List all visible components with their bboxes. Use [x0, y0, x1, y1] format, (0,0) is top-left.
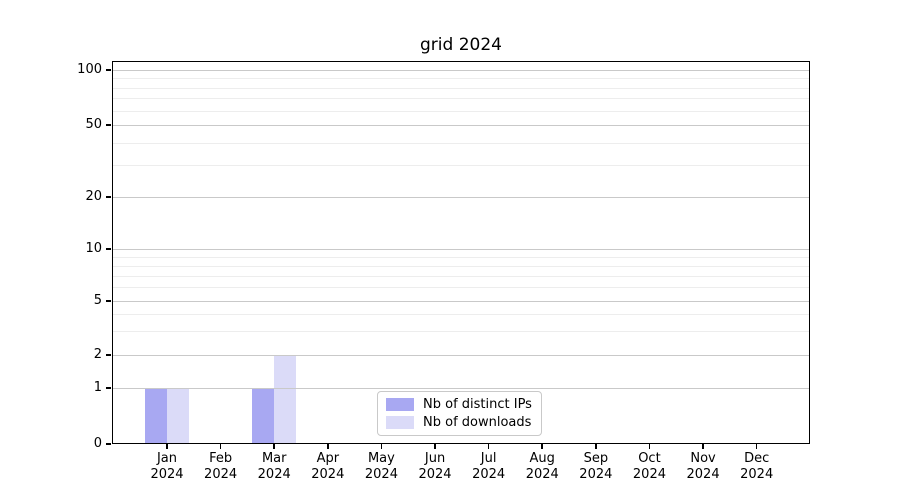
x-tick-aug: [541, 444, 543, 449]
x-tick-label-feb: Feb 2024: [204, 451, 238, 482]
minor-gridline-70: [112, 98, 810, 100]
y-tick-label-5: 5: [93, 292, 102, 308]
x-tick-dec: [755, 444, 758, 449]
y-tick-0: [106, 443, 111, 445]
minor-gridline-60: [112, 110, 810, 112]
minor-gridline-9: [112, 256, 810, 258]
y-tick-label-0: 0: [93, 436, 102, 451]
minor-gridline-3: [112, 331, 810, 333]
major-gridline-1: [112, 388, 810, 389]
y-tick-label-20: 20: [85, 189, 102, 204]
x-tick-label-apr: Apr 2024: [311, 451, 345, 482]
major-gridline-100: [112, 70, 810, 71]
legend-label-downloads: Nb of downloads: [423, 415, 532, 430]
x-tick-may: [380, 444, 383, 449]
x-tick-label-aug: Aug 2024: [525, 451, 559, 482]
major-gridline-20: [112, 197, 810, 198]
x-tick-jul: [487, 444, 490, 449]
legend-item-downloads: Nb of downloads: [386, 415, 532, 430]
plot-area: Nb of distinct IPs Nb of downloads: [112, 61, 810, 444]
chart-title: grid 2024: [420, 35, 502, 55]
minor-gridline-4: [112, 314, 810, 316]
bar-distinct-ips-jan: [145, 388, 167, 444]
y-tick-20: [106, 196, 111, 198]
minor-gridline-30: [112, 165, 810, 167]
x-tick-label-may: May 2024: [364, 451, 398, 482]
legend-swatch-downloads: [386, 416, 414, 429]
major-gridline-50: [112, 124, 810, 126]
y-tick-label-50: 50: [85, 116, 102, 132]
y-tick-10: [106, 248, 111, 250]
minor-gridline-90: [112, 78, 810, 80]
minor-gridline-8: [112, 265, 810, 267]
x-tick-jan: [166, 444, 168, 449]
x-tick-apr: [327, 444, 329, 449]
major-gridline-10: [112, 249, 810, 250]
x-tick-oct: [648, 444, 651, 449]
y-tick-5: [106, 300, 111, 302]
major-gridline-5: [112, 300, 810, 302]
y-tick-label-2: 2: [93, 346, 102, 362]
x-tick-feb: [219, 444, 222, 449]
x-tick-label-oct: Oct 2024: [632, 451, 666, 482]
y-tick-label-10: 10: [85, 241, 102, 256]
x-tick-label-dec: Dec 2024: [740, 451, 774, 482]
minor-gridline-7: [112, 275, 810, 277]
x-tick-label-jan: Jan 2024: [150, 451, 184, 482]
minor-gridline-6: [112, 287, 810, 289]
bar-downloads-mar: [274, 355, 297, 444]
y-tick-1: [106, 387, 111, 389]
y-tick-label-100: 100: [77, 62, 102, 77]
bar-distinct-ips-mar: [252, 388, 275, 444]
legend-swatch-distinct-ips: [386, 398, 414, 411]
y-tick-2: [106, 354, 111, 356]
x-tick-label-jun: Jun 2024: [418, 451, 452, 482]
legend-label-distinct-ips: Nb of distinct IPs: [423, 397, 532, 412]
legend-item-distinct-ips: Nb of distinct IPs: [386, 397, 532, 412]
minor-gridline-80: [112, 87, 810, 89]
y-tick-label-1: 1: [93, 380, 102, 395]
x-tick-label-mar: Mar 2024: [257, 451, 291, 482]
x-tick-jun: [434, 444, 436, 449]
x-tick-nov: [702, 444, 704, 449]
y-tick-100: [106, 69, 111, 71]
x-tick-mar: [273, 444, 275, 449]
bar-downloads-jan: [167, 388, 189, 444]
minor-gridline-40: [112, 142, 810, 144]
plot-frame: [112, 61, 810, 444]
major-gridline-2: [112, 354, 810, 356]
x-tick-label-jul: Jul 2024: [472, 451, 506, 482]
x-tick-sep: [595, 444, 597, 449]
x-tick-label-sep: Sep 2024: [579, 451, 613, 482]
x-tick-label-nov: Nov 2024: [686, 451, 720, 482]
legend: Nb of distinct IPs Nb of downloads: [377, 391, 542, 436]
y-tick-50: [106, 124, 111, 126]
